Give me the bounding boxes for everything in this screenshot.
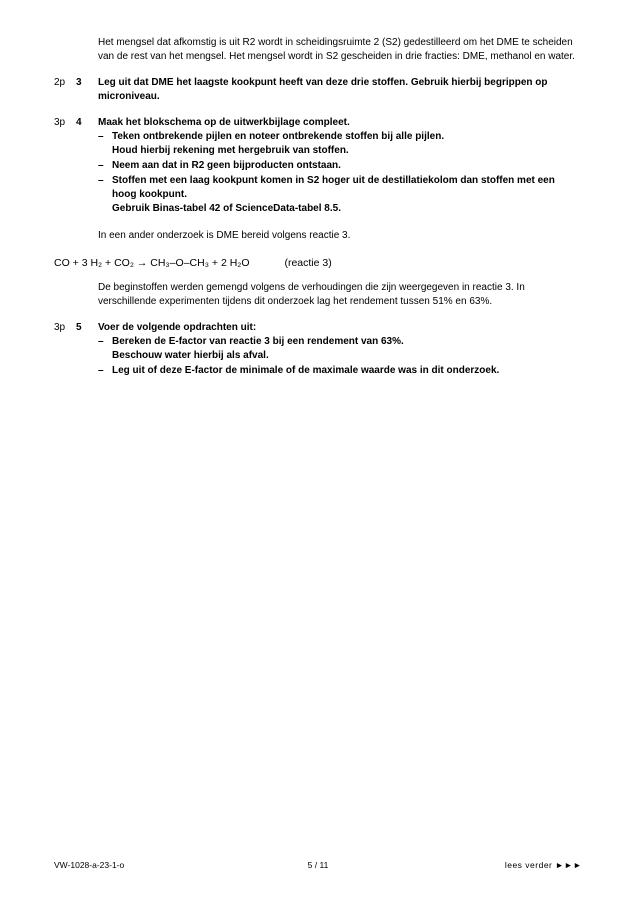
q4-bullet-1: Teken ontbrekende pijlen en noteer ontbr… (98, 130, 582, 158)
mid-paragraph-1: In een ander onderzoek is DME bereid vol… (98, 229, 582, 243)
question-number: 3 (76, 76, 98, 90)
question-4-bullets: Teken ontbrekende pijlen en noteer ontbr… (98, 130, 582, 216)
equation-label: (reactie 3) (284, 255, 331, 271)
question-4-body: Maak het blokschema op de uitwerkbijlage… (98, 116, 582, 217)
question-5: 3p 5 Voer de volgende opdrachten uit: Be… (54, 321, 582, 379)
points-marker: 3p (54, 321, 76, 335)
equation-text: CO + 3 H₂ + CO₂ → CH₃–O–CH₃ + 2 H₂O (54, 257, 250, 269)
q5-bullet-2: Leg uit of deze E-factor de minimale of … (98, 364, 582, 378)
intro-text: Het mengsel dat afkomstig is uit R2 word… (98, 37, 575, 62)
page-footer: VW-1028-a-23-1-o 5 / 11 lees verder ►►► (54, 860, 582, 870)
reaction-equation: CO + 3 H₂ + CO₂ → CH₃–O–CH₃ + 2 H₂O (rea… (54, 255, 582, 271)
question-number: 4 (76, 116, 98, 130)
exam-page: Het mengsel dat afkomstig is uit R2 word… (0, 0, 636, 900)
points-marker: 3p (54, 116, 76, 130)
question-3: 2p 3 Leg uit dat DME het laagste kookpun… (54, 76, 582, 104)
question-4-lead: Maak het blokschema op de uitwerkbijlage… (98, 116, 582, 130)
footer-center: 5 / 11 (54, 860, 582, 870)
mid-paragraph-2: De beginstoffen werden gemengd volgens d… (98, 281, 582, 309)
points-marker: 2p (54, 76, 76, 90)
intro-paragraph: Het mengsel dat afkomstig is uit R2 word… (98, 36, 582, 64)
question-5-bullets: Bereken de E-factor van reactie 3 bij ee… (98, 335, 582, 378)
question-5-lead: Voer de volgende opdrachten uit: (98, 321, 582, 335)
q5-bullet-1: Bereken de E-factor van reactie 3 bij ee… (98, 335, 582, 363)
question-number: 5 (76, 321, 98, 335)
q4-bullet-3: Stoffen met een laag kookpunt komen in S… (98, 174, 582, 216)
q4-bullet-2: Neem aan dat in R2 geen bijproducten ont… (98, 159, 582, 173)
question-4: 3p 4 Maak het blokschema op de uitwerkbi… (54, 116, 582, 217)
question-5-body: Voer de volgende opdrachten uit: Bereken… (98, 321, 582, 379)
question-3-text: Leg uit dat DME het laagste kookpunt hee… (98, 76, 582, 104)
